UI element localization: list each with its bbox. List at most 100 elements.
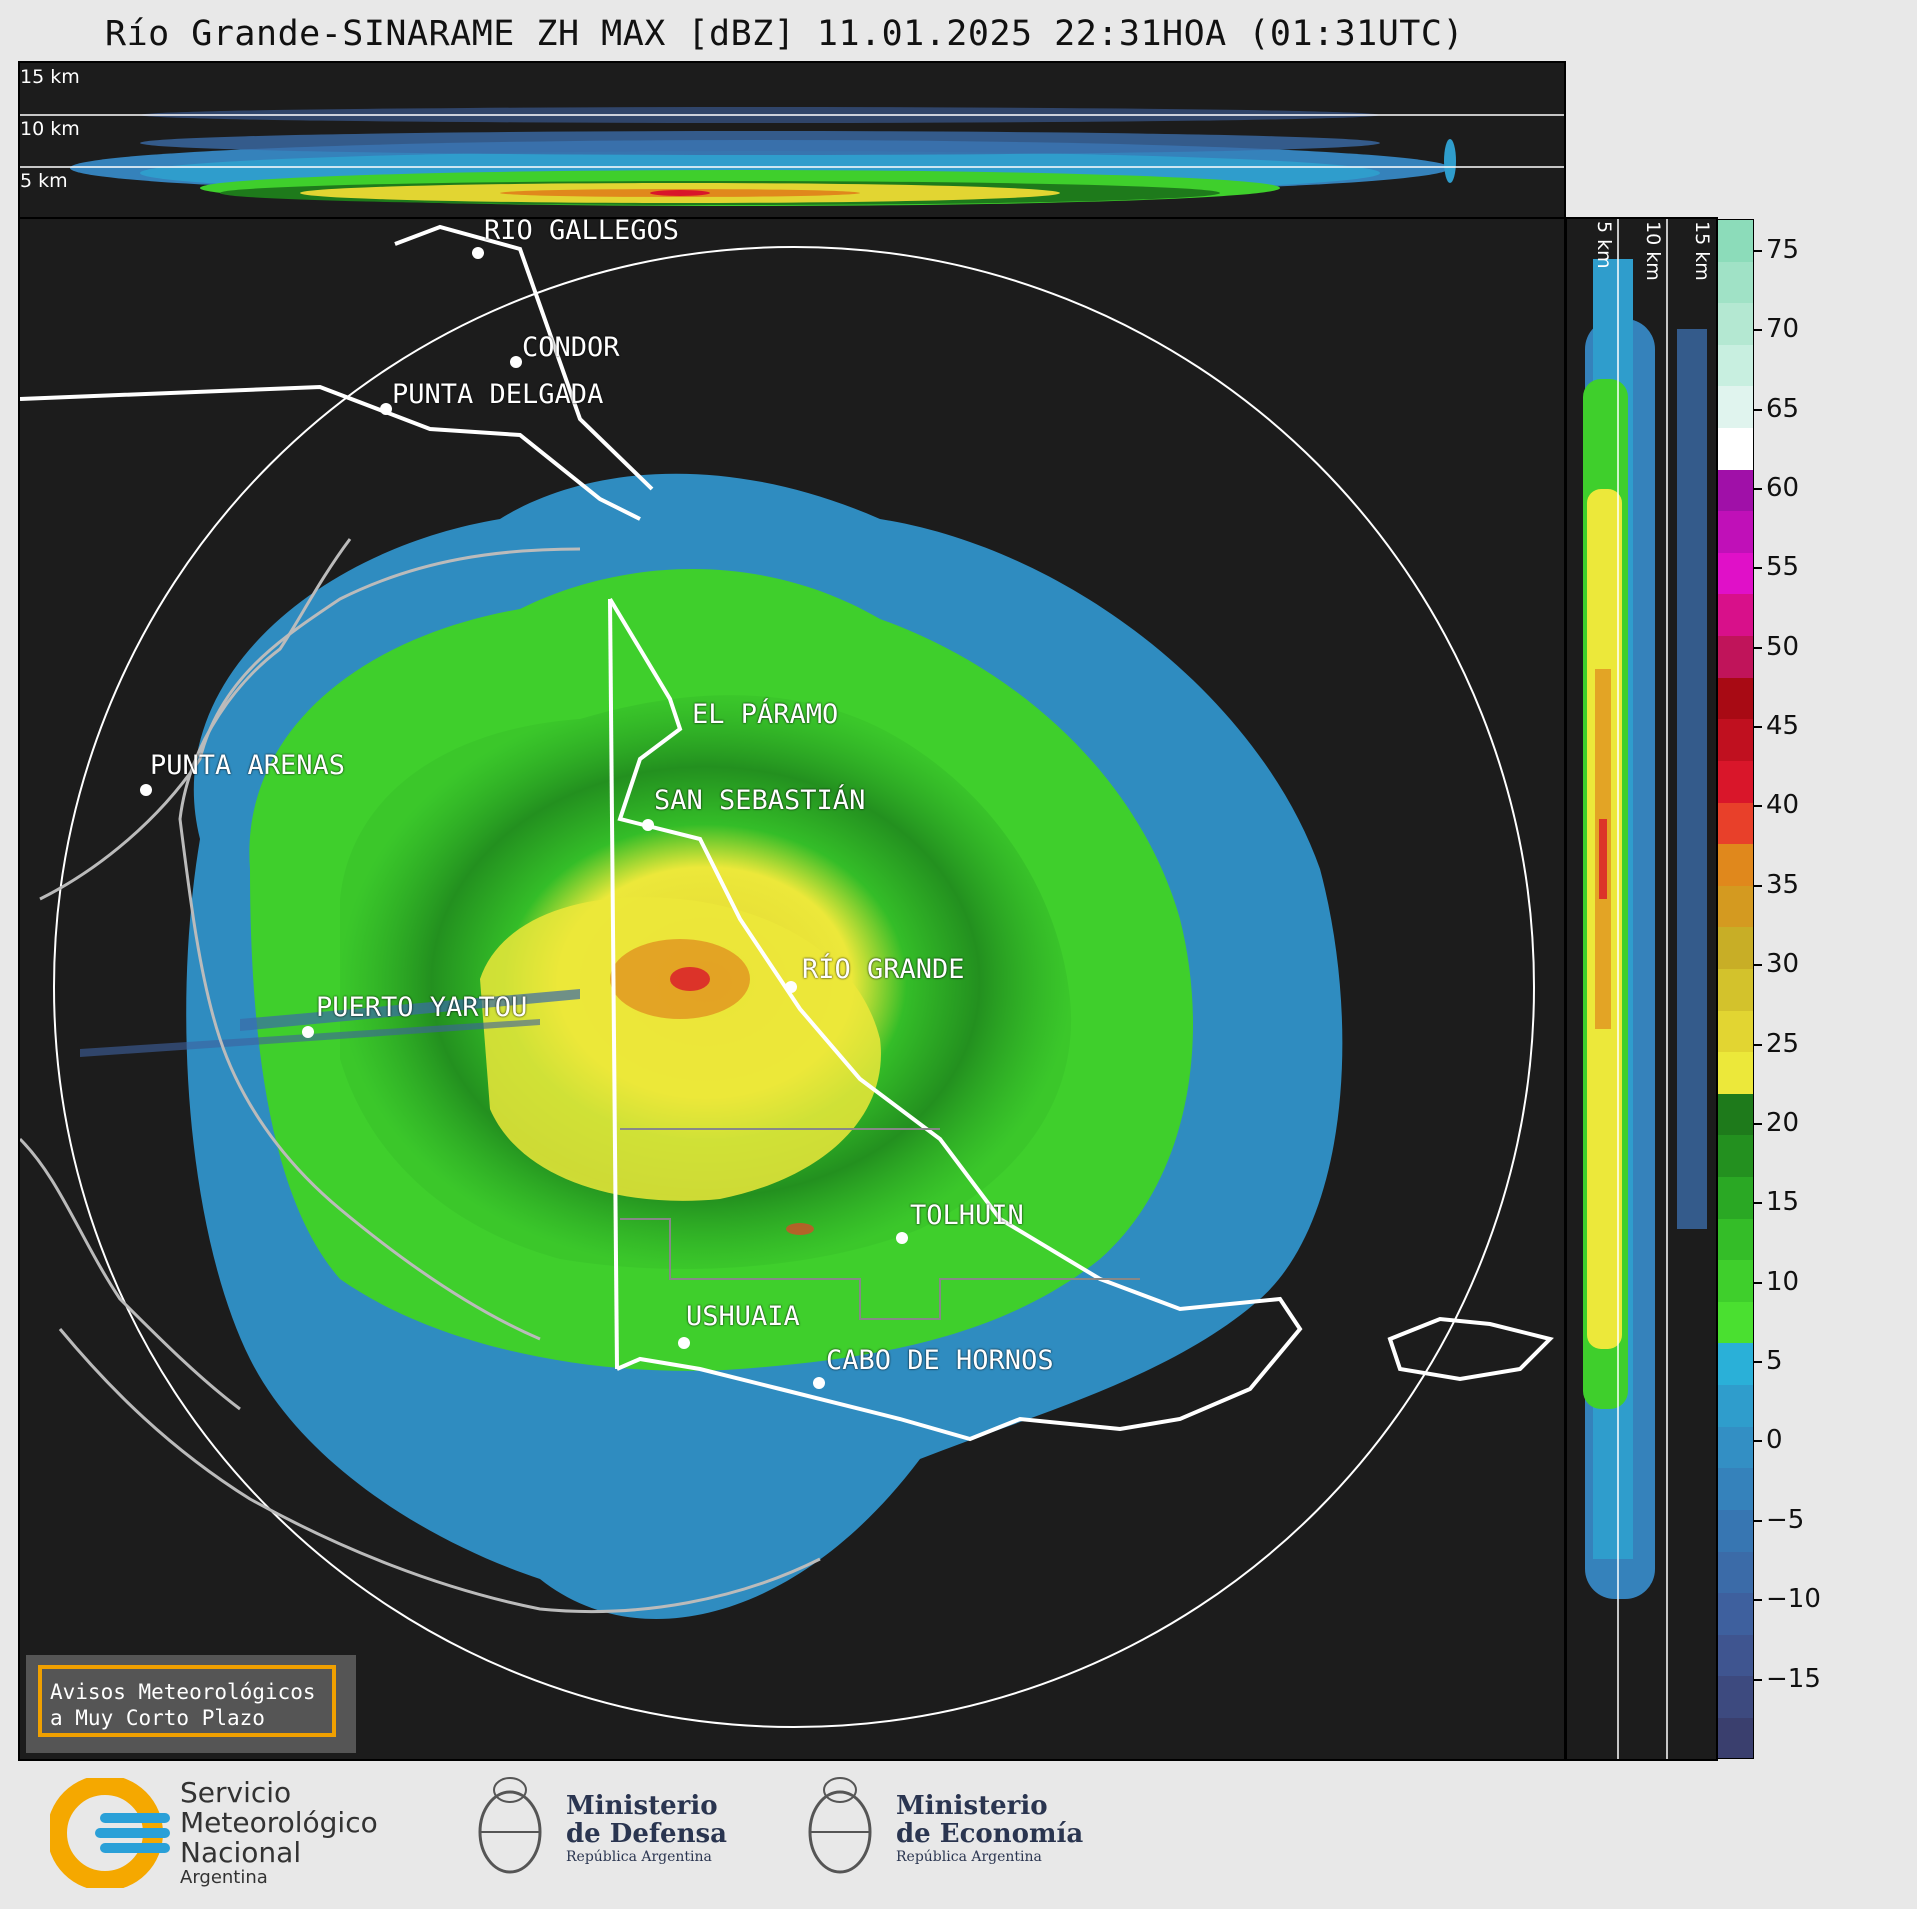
side-height-label-5km: 5 km: [1593, 221, 1615, 269]
colorbar-segment: [1718, 469, 1753, 512]
radar-map-graphic: [20, 224, 1554, 1728]
colorbar-segment: [1718, 1717, 1753, 1758]
colorbar-tick-label: 55: [1766, 552, 1800, 583]
city-marker: [896, 1232, 908, 1244]
city-marker: [510, 356, 522, 368]
colorbar-tick: [1754, 964, 1762, 967]
city-label-puerto-yartou: PUERTO YARTOU: [316, 992, 528, 1023]
top-height-label-10km: 10 km: [20, 118, 80, 140]
colorbar-segment: [1718, 428, 1753, 470]
colorbar-tick-label: 70: [1766, 314, 1800, 345]
city-marker: [472, 247, 484, 259]
city-marker: [642, 819, 654, 831]
colorbar-segment: [1718, 1426, 1753, 1469]
colorbar-tick-label: 5: [1766, 1346, 1783, 1377]
colorbar-segment: [1718, 386, 1753, 429]
colorbar-tick: [1754, 726, 1762, 729]
colorbar-segment: [1718, 511, 1753, 553]
city-marker: [678, 1337, 690, 1349]
colorbar-tick: [1754, 329, 1762, 332]
colorbar-segment: [1718, 968, 1753, 1011]
colorbar-tick-label: 60: [1766, 472, 1800, 503]
city-label-san-sebastian: SAN SEBASTIÁN: [654, 785, 866, 816]
city-label-cabo-de-hornos: CABO DE HORNOS: [826, 1345, 1054, 1376]
colorbar-segment: [1718, 261, 1753, 304]
radar-map-panel: RÍO GALLEGOS CONDOR PUNTA DELGADA EL PÁR…: [18, 217, 1566, 1761]
colorbar-segment: [1718, 1468, 1753, 1510]
colorbar-segment: [1718, 1010, 1753, 1053]
colorbar-tick-label: 30: [1766, 949, 1800, 980]
top-height-label-5km: 5 km: [20, 170, 68, 192]
colorbar-segment: [1718, 927, 1753, 969]
colorbar-tick-label: 25: [1766, 1028, 1800, 1059]
colorbar-tick-label: 15: [1766, 1187, 1800, 1218]
colorbar-tick: [1754, 249, 1762, 252]
colorbar-tick: [1754, 805, 1762, 808]
side-cross-section-graphic: [1583, 219, 1707, 1759]
colorbar-tick-label: 10: [1766, 1266, 1800, 1297]
chart-title: Río Grande-SINARAME ZH MAX [dBZ] 11.01.2…: [105, 14, 1465, 54]
colorbar-tick-label: 40: [1766, 790, 1800, 821]
colorbar-segment: [1718, 1634, 1753, 1677]
colorbar-tick: [1754, 1519, 1762, 1522]
colorbar-tick: [1754, 487, 1762, 490]
city-marker: [813, 1377, 825, 1389]
colorbar-tick: [1754, 1599, 1762, 1602]
city-marker: [380, 403, 392, 415]
colorbar-tick: [1754, 1043, 1762, 1046]
defensa-line-3: República Argentina: [566, 1849, 712, 1865]
top-height-label-15km: 15 km: [20, 66, 80, 88]
colorbar-segment: [1718, 802, 1753, 845]
colorbar-tick-label: 75: [1766, 234, 1800, 265]
notice-box: Avisos Meteorológicos a Muy Corto Plazo: [26, 1655, 356, 1753]
smn-name-line-1: Servicio: [180, 1776, 292, 1809]
colorbar-segment: [1718, 1093, 1753, 1136]
colorbar-segment: [1718, 344, 1753, 387]
colorbar-tick-label: 65: [1766, 393, 1800, 424]
colorbar-segment: [1718, 844, 1753, 886]
notice-line-1: Avisos Meteorológicos: [50, 1680, 316, 1704]
colorbar-segment: [1718, 1177, 1753, 1219]
city-marker: [785, 981, 797, 993]
colorbar-segment: [1718, 719, 1753, 761]
colorbar-segment: [1718, 594, 1753, 637]
city-label-el-paramo: EL PÁRAMO: [692, 699, 839, 730]
city-marker: [302, 1026, 314, 1038]
colorbar-tick-label: 20: [1766, 1107, 1800, 1138]
economia-line-2: de Economía: [896, 1819, 1084, 1849]
colorbar-segment: [1718, 677, 1753, 720]
colorbar-segment: [1718, 1676, 1753, 1718]
colorbar-segment: [1718, 1509, 1753, 1552]
side-height-label-15km: 15 km: [1691, 221, 1713, 281]
colorbar-tick: [1754, 1281, 1762, 1284]
ministerio-economia-logo: Ministerio de Economía República Argenti…: [800, 1762, 1100, 1892]
side-cross-section-panel: 5 km 10 km 15 km: [1565, 217, 1718, 1761]
colorbar-segment: [1718, 1301, 1753, 1344]
city-label-ushuaia: USHUAIA: [686, 1301, 800, 1332]
colorbar-tick-label: −10: [1766, 1584, 1821, 1615]
notice-frame: Avisos Meteorológicos a Muy Corto Plazo: [38, 1665, 336, 1737]
city-label-rio-grande: RÍO GRANDE: [802, 954, 965, 985]
colorbar-segment: [1718, 1218, 1753, 1261]
colorbar-segment: [1718, 220, 1753, 262]
colorbar-segment: [1718, 885, 1753, 928]
colorbar-tick: [1754, 1678, 1762, 1681]
city-label-punta-delgada: PUNTA DELGADA: [392, 379, 604, 410]
colorbar-tick: [1754, 1361, 1762, 1364]
colorbar-segment: [1718, 1260, 1753, 1302]
colorbar-segment: [1718, 303, 1753, 345]
colorbar-segment: [1718, 1551, 1753, 1594]
colorbar-tick-label: −15: [1766, 1663, 1821, 1694]
economia-line-3: República Argentina: [896, 1849, 1042, 1865]
colorbar-tick-label: −5: [1766, 1504, 1805, 1535]
coat-of-arms-icon: [478, 1777, 542, 1874]
colorbar-segment: [1718, 1385, 1753, 1427]
colorbar-tick: [1754, 1202, 1762, 1205]
smn-logo-icon: [50, 1778, 170, 1888]
colorbar-segment: [1718, 552, 1753, 595]
smn-logo: Servicio Meteorológico Nacional Argentin…: [50, 1778, 410, 1888]
colorbar-tick: [1754, 408, 1762, 411]
smn-name-line-4: Argentina: [180, 1867, 268, 1888]
colorbar-segment: [1718, 1052, 1753, 1094]
colorbar-segment: [1718, 760, 1753, 803]
